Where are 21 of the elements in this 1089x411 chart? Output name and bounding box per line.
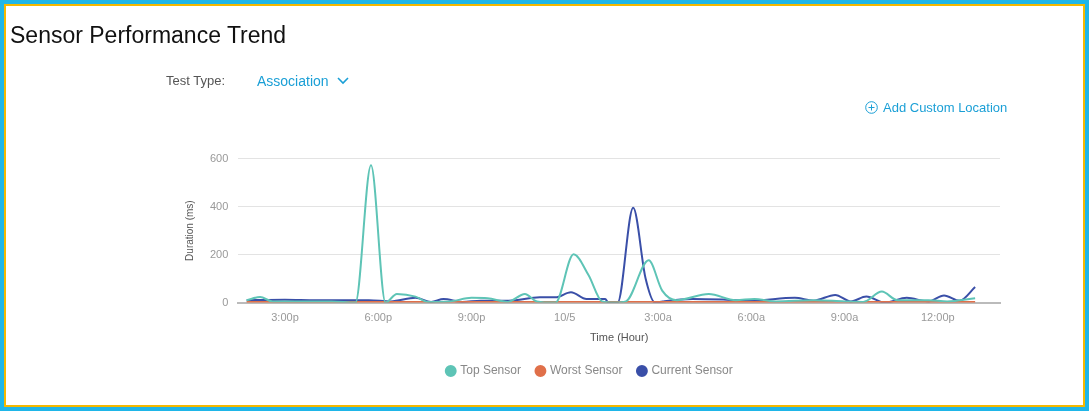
y-tick-label: 400 xyxy=(209,199,229,212)
x-tick-label: 6:00a xyxy=(737,311,766,324)
y-axis-title: Duration (ms) xyxy=(183,200,195,261)
y-tick-label: 600 xyxy=(209,151,229,164)
legend-label: Top Sensor xyxy=(460,363,521,378)
x-tick-label: 3:00a xyxy=(644,311,673,324)
y-tick-label: 200 xyxy=(209,247,229,260)
x-tick-label: 9:00p xyxy=(457,311,486,324)
x-tick-label: 6:00p xyxy=(364,311,393,324)
x-axis-title: Time (Hour) xyxy=(590,331,649,344)
x-tick-label: 12:00p xyxy=(921,311,955,324)
legend-label: Worst Sensor xyxy=(549,363,623,378)
y-tick-label: 0 xyxy=(222,295,229,308)
legend-label: Current Sensor xyxy=(651,363,733,378)
x-tick-label: 10/5 xyxy=(554,311,576,324)
text: Add Custom Location xyxy=(883,100,1008,115)
x-tick-label: 9:00a xyxy=(830,311,860,324)
text: Association xyxy=(257,73,329,89)
text: Test Type: xyxy=(166,73,226,88)
chart-title: Sensor Performance Trend xyxy=(10,22,287,49)
x-tick-label: 3:00p xyxy=(271,311,299,324)
